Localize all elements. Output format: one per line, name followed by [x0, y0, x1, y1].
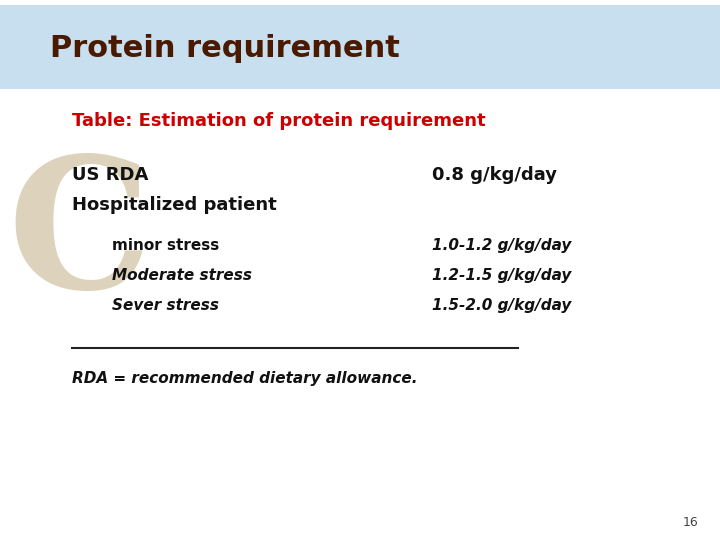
Text: Hospitalized patient: Hospitalized patient — [72, 196, 276, 214]
Text: 0.8 g/kg/day: 0.8 g/kg/day — [432, 166, 557, 185]
Text: US RDA: US RDA — [72, 166, 148, 185]
Text: 1.2-1.5 g/kg/day: 1.2-1.5 g/kg/day — [432, 268, 572, 283]
Text: C: C — [7, 150, 151, 326]
Text: Moderate stress: Moderate stress — [112, 268, 251, 283]
Text: 16: 16 — [683, 516, 698, 529]
Text: Table: Estimation of protein requirement: Table: Estimation of protein requirement — [72, 112, 485, 131]
Text: Sever stress: Sever stress — [112, 298, 219, 313]
Text: 1.5-2.0 g/kg/day: 1.5-2.0 g/kg/day — [432, 298, 572, 313]
Text: Protein requirement: Protein requirement — [50, 34, 400, 63]
FancyBboxPatch shape — [0, 5, 720, 89]
Text: RDA = recommended dietary allowance.: RDA = recommended dietary allowance. — [72, 370, 418, 386]
Text: 1.0-1.2 g/kg/day: 1.0-1.2 g/kg/day — [432, 238, 572, 253]
Text: minor stress: minor stress — [112, 238, 219, 253]
